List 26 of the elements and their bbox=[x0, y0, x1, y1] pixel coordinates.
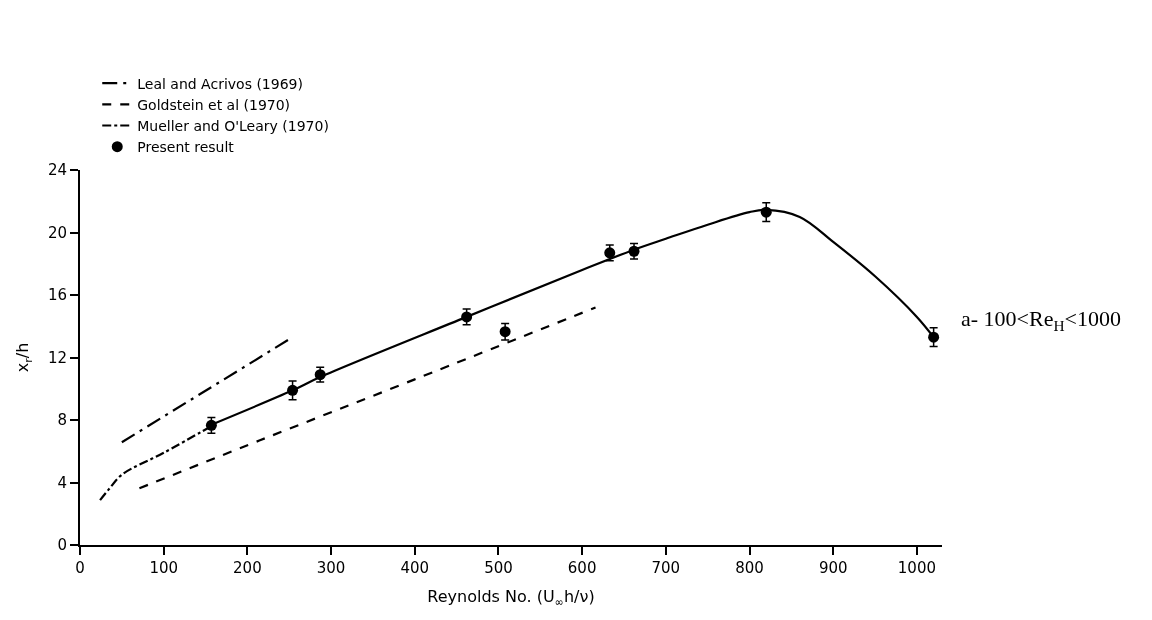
y-tick-label: 8 bbox=[57, 411, 67, 430]
x-tick-label: 1000 bbox=[897, 559, 936, 577]
legend-label: Leal and Acrivos (1969) bbox=[137, 75, 303, 92]
x-tick-label: 300 bbox=[316, 559, 346, 577]
y-tick-label: 12 bbox=[47, 348, 67, 367]
y-tick-label: 20 bbox=[47, 223, 67, 242]
point bbox=[499, 326, 511, 338]
y-tick-label: 0 bbox=[57, 536, 67, 555]
x-tick-label: 500 bbox=[484, 559, 513, 577]
y-tick-label: 4 bbox=[57, 473, 67, 492]
x-axis-title: Reynolds No. (U$_{∞}$h/ν) bbox=[427, 587, 595, 609]
x-tick-label: 200 bbox=[233, 559, 262, 577]
legend-label: Goldstein et al (1970) bbox=[137, 96, 291, 113]
x-tick-label: 0 bbox=[75, 559, 85, 577]
x-tick-label: 800 bbox=[735, 559, 764, 577]
x-tick-label: 900 bbox=[818, 559, 848, 577]
line-series bbox=[138, 306, 597, 490]
y-tick-label: 24 bbox=[47, 161, 67, 180]
x-tick-label: 400 bbox=[400, 559, 430, 577]
legend-label: Present result bbox=[137, 139, 235, 156]
x-tick-label: 600 bbox=[567, 559, 597, 577]
y-tick-label: 16 bbox=[47, 286, 67, 305]
legend-label: Mueller and O'Leary (1970) bbox=[137, 117, 329, 134]
x-tick-label: 100 bbox=[149, 559, 179, 577]
x-tick-label: 700 bbox=[651, 559, 681, 577]
text: a- 100<Re$_{H}$<1000 bbox=[961, 306, 1121, 334]
